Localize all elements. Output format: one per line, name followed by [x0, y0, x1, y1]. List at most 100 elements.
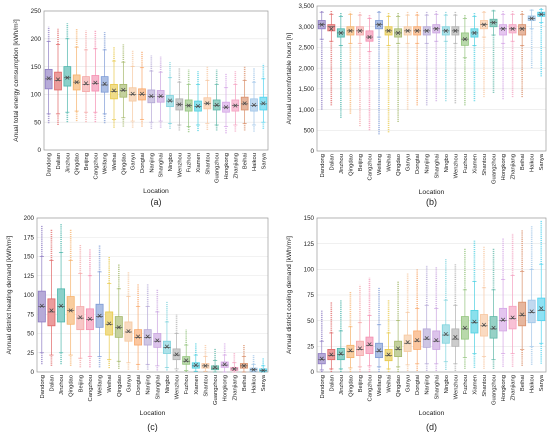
iqr-box [489, 316, 498, 339]
x-tick-label: Ningbo [444, 154, 450, 172]
box-nanjing [422, 265, 431, 371]
plot-frame [316, 217, 547, 373]
box-qingdao [72, 28, 81, 122]
box-guangzhou [489, 248, 498, 369]
panel-caption: (b) [426, 197, 437, 207]
x-tick-label: Weifang [98, 375, 104, 396]
mean-marker [136, 334, 141, 339]
x-tick-label: Jinzhou [59, 375, 65, 395]
box-dalian [327, 10, 336, 106]
x-tick-label: Dalian [56, 153, 62, 169]
x-tick-label: Shantou [482, 154, 488, 176]
x-tick-label: Fuzhou [187, 153, 193, 172]
x-tick-label: Dalian [329, 375, 335, 391]
y-tick-label: 125 [24, 273, 35, 280]
x-tick-label: Fuzhou [184, 375, 190, 394]
box-xiamen [470, 240, 479, 368]
y-tick-label: 150 [304, 215, 315, 222]
box-haikou [527, 9, 536, 69]
mean-marker [338, 30, 343, 35]
box-wenzhou [451, 11, 460, 104]
box-weihai [110, 47, 118, 128]
box-hongkong [499, 10, 507, 100]
box-nanjing [143, 283, 152, 370]
box-nanjing [147, 55, 156, 129]
iqr-box [451, 328, 460, 347]
mean-marker [214, 102, 219, 108]
box-ganyu [403, 273, 412, 371]
y-tick-label: 3,000 [299, 24, 315, 31]
x-tick-label: Weihai [387, 154, 393, 172]
y-tick-label: 75 [307, 292, 314, 299]
x-axis-title: Location [419, 189, 445, 196]
mean-marker [319, 22, 324, 27]
mean-marker [87, 316, 92, 321]
box-qingdao [114, 264, 123, 369]
x-tick-label: Xiamen [472, 375, 478, 395]
box-beihai [518, 230, 527, 366]
box-zhanjiang [508, 10, 517, 98]
x-tick-label: Fuzhou [463, 375, 469, 394]
box-fuzhou [182, 329, 191, 372]
box-shantou [480, 10, 488, 98]
x-tick-label: Ganyu [131, 153, 137, 170]
mean-marker [357, 346, 362, 351]
box-dandong [44, 26, 53, 124]
mean-marker [233, 103, 238, 108]
y-tick-label: 0 [31, 369, 35, 376]
box-ganyu [124, 271, 133, 370]
mean-marker [329, 352, 334, 357]
mean-marker [116, 325, 121, 330]
x-tick-label: Wenzhou [175, 375, 181, 399]
mean-marker [491, 20, 496, 25]
mean-marker [472, 319, 477, 324]
mean-marker [68, 308, 73, 313]
x-tick-label: Qingdao [69, 375, 75, 397]
plot-frame [316, 5, 547, 152]
y-tick-label: 125 [304, 241, 315, 248]
box-sanya [259, 63, 268, 129]
box-qingdao [394, 12, 403, 122]
mean-marker [415, 28, 420, 33]
plot-frame [36, 217, 269, 373]
x-tick-label: Sanya [539, 374, 545, 391]
box-cangzhou [91, 30, 100, 123]
box-wenzhou [175, 67, 184, 131]
iqr-box [63, 66, 72, 87]
mean-marker [367, 342, 372, 347]
x-tick-label: Qingdao [348, 375, 354, 397]
box-dandong [37, 225, 46, 365]
mean-marker [177, 102, 182, 107]
box-zhanjiang [230, 352, 239, 373]
x-tick-label: Nanjing [425, 375, 431, 395]
iqr-box [537, 297, 546, 322]
mean-marker [155, 338, 160, 343]
panel-a: 0 50 100 150 200 250 Dandong Dalian Jinzhou Qingd… [13, 8, 269, 207]
box-qingdao [394, 281, 403, 372]
mean-marker [386, 352, 391, 357]
panel-caption: (c) [147, 422, 158, 432]
box-cangzhou [365, 14, 374, 131]
x-tick-label: Shantou [203, 375, 209, 397]
y-tick-label: 1,000 [299, 107, 315, 114]
x-tick-label: Xiamen [472, 154, 478, 174]
box-beihai [518, 10, 527, 98]
x-tick-label: Qingdao [117, 375, 123, 397]
x-tick-label: Beijing [358, 154, 364, 171]
box-shanghai [432, 267, 441, 371]
box-shantou [201, 345, 210, 372]
x-tick-label: Beihai [243, 153, 249, 169]
x-tick-label: Shantou [205, 153, 211, 175]
x-tick-label: Beihai [242, 375, 248, 391]
mean-marker [520, 312, 525, 317]
mean-marker [158, 94, 163, 99]
y-tick-label: 100 [304, 267, 315, 274]
y-tick-label: 3,500 [299, 3, 315, 10]
x-tick-label: Beijing [84, 153, 90, 170]
y-tick-label: 25 [27, 350, 34, 357]
x-tick-label: Shanghai [159, 153, 165, 178]
box-beijing [356, 12, 364, 127]
mean-marker [222, 362, 227, 367]
mean-marker [510, 26, 515, 31]
